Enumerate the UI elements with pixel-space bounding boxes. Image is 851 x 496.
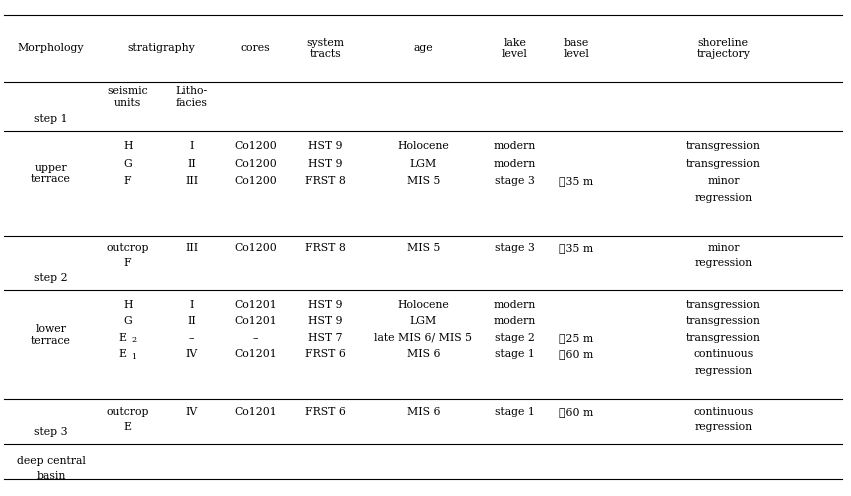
Text: step 1: step 1 bbox=[34, 114, 68, 124]
Text: stratigraphy: stratigraphy bbox=[128, 43, 196, 54]
Text: stage 3: stage 3 bbox=[495, 176, 534, 186]
Text: stage 2: stage 2 bbox=[495, 333, 534, 343]
Text: HST 9: HST 9 bbox=[308, 141, 343, 151]
Text: transgression: transgression bbox=[686, 141, 761, 151]
Text: system
tracts: system tracts bbox=[306, 38, 345, 59]
Text: late MIS 6/ MIS 5: late MIS 6/ MIS 5 bbox=[374, 333, 472, 343]
Text: shoreline
trajectory: shoreline trajectory bbox=[696, 38, 751, 59]
Text: FRST 8: FRST 8 bbox=[305, 243, 346, 253]
Text: Holocene: Holocene bbox=[397, 300, 449, 310]
Text: IV: IV bbox=[186, 349, 197, 359]
Text: 2: 2 bbox=[131, 336, 136, 344]
Text: HST 7: HST 7 bbox=[308, 333, 343, 343]
Text: E: E bbox=[123, 422, 132, 432]
Text: III: III bbox=[185, 176, 198, 186]
Text: continuous: continuous bbox=[694, 407, 753, 417]
Text: transgression: transgression bbox=[686, 333, 761, 343]
Text: E: E bbox=[118, 349, 127, 359]
Text: transgression: transgression bbox=[686, 316, 761, 326]
Text: Co1200: Co1200 bbox=[234, 176, 277, 186]
Text: regression: regression bbox=[694, 193, 752, 203]
Text: base
level: base level bbox=[563, 38, 590, 59]
Text: regression: regression bbox=[694, 422, 752, 432]
Text: III: III bbox=[185, 243, 198, 253]
Text: HST 9: HST 9 bbox=[308, 159, 343, 169]
Text: outcrop: outcrop bbox=[106, 407, 149, 417]
Text: G: G bbox=[123, 316, 132, 326]
Text: Co1201: Co1201 bbox=[234, 316, 277, 326]
Text: FRST 8: FRST 8 bbox=[305, 176, 346, 186]
Text: Co1201: Co1201 bbox=[234, 407, 277, 417]
Text: FRST 6: FRST 6 bbox=[305, 407, 346, 417]
Text: LGM: LGM bbox=[409, 316, 437, 326]
Text: H: H bbox=[123, 300, 133, 310]
Text: transgression: transgression bbox=[686, 159, 761, 169]
Text: lake
level: lake level bbox=[502, 38, 528, 59]
Text: transgression: transgression bbox=[686, 300, 761, 310]
Text: HST 9: HST 9 bbox=[308, 316, 343, 326]
Text: upper
terrace: upper terrace bbox=[31, 163, 71, 185]
Text: MIS 6: MIS 6 bbox=[407, 349, 440, 359]
Text: 1: 1 bbox=[131, 353, 136, 361]
Text: step 3: step 3 bbox=[34, 427, 68, 436]
Text: HST 9: HST 9 bbox=[308, 300, 343, 310]
Text: ∵35 m: ∵35 m bbox=[559, 243, 594, 253]
Text: FRST 6: FRST 6 bbox=[305, 349, 346, 359]
Text: lower
terrace: lower terrace bbox=[31, 324, 71, 346]
Text: G: G bbox=[123, 159, 132, 169]
Text: continuous: continuous bbox=[694, 349, 753, 359]
Text: IV: IV bbox=[186, 407, 197, 417]
Text: Co1201: Co1201 bbox=[234, 349, 277, 359]
Text: step 2: step 2 bbox=[34, 273, 68, 283]
Text: Litho-
facies: Litho- facies bbox=[175, 86, 208, 108]
Text: stage 3: stage 3 bbox=[495, 243, 534, 253]
Text: modern: modern bbox=[494, 316, 536, 326]
Text: regression: regression bbox=[694, 366, 752, 375]
Text: ∵60 m: ∵60 m bbox=[559, 407, 594, 417]
Text: basin: basin bbox=[37, 471, 66, 481]
Text: minor: minor bbox=[707, 243, 740, 253]
Text: MIS 6: MIS 6 bbox=[407, 407, 440, 417]
Text: F: F bbox=[124, 176, 131, 186]
Text: Co1201: Co1201 bbox=[234, 300, 277, 310]
Text: H: H bbox=[123, 141, 133, 151]
Text: II: II bbox=[187, 159, 196, 169]
Text: ∵25 m: ∵25 m bbox=[559, 333, 594, 343]
Text: cores: cores bbox=[241, 43, 270, 54]
Text: I: I bbox=[189, 300, 194, 310]
Text: MIS 5: MIS 5 bbox=[407, 176, 440, 186]
Text: regression: regression bbox=[694, 258, 752, 268]
Text: outcrop: outcrop bbox=[106, 243, 149, 253]
Text: Co1200: Co1200 bbox=[234, 243, 277, 253]
Text: Holocene: Holocene bbox=[397, 141, 449, 151]
Text: modern: modern bbox=[494, 141, 536, 151]
Text: –: – bbox=[189, 333, 194, 343]
Text: I: I bbox=[189, 141, 194, 151]
Text: LGM: LGM bbox=[409, 159, 437, 169]
Text: minor: minor bbox=[707, 176, 740, 186]
Text: stage 1: stage 1 bbox=[495, 349, 534, 359]
Text: modern: modern bbox=[494, 300, 536, 310]
Text: Co1200: Co1200 bbox=[234, 141, 277, 151]
Text: stage 1: stage 1 bbox=[495, 407, 534, 417]
Text: Morphology: Morphology bbox=[18, 43, 84, 54]
Text: age: age bbox=[414, 43, 433, 54]
Text: F: F bbox=[124, 258, 131, 268]
Text: deep central: deep central bbox=[17, 456, 85, 466]
Text: ∵60 m: ∵60 m bbox=[559, 349, 594, 359]
Text: seismic
units: seismic units bbox=[107, 86, 148, 108]
Text: E: E bbox=[118, 333, 127, 343]
Text: modern: modern bbox=[494, 159, 536, 169]
Text: –: – bbox=[253, 333, 258, 343]
Text: Co1200: Co1200 bbox=[234, 159, 277, 169]
Text: ∵35 m: ∵35 m bbox=[559, 176, 594, 186]
Text: MIS 5: MIS 5 bbox=[407, 243, 440, 253]
Text: II: II bbox=[187, 316, 196, 326]
